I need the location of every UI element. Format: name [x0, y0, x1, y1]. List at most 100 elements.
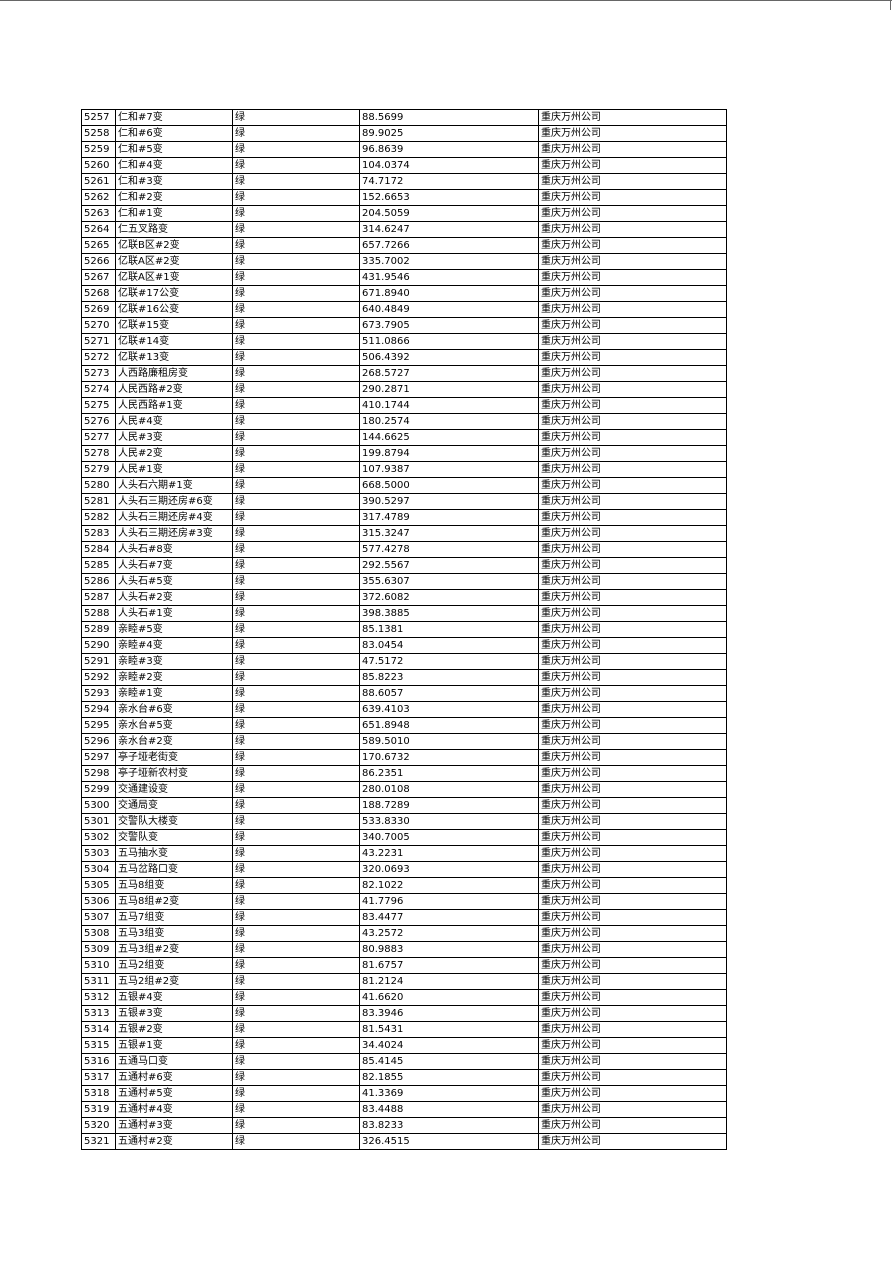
page-right-border — [890, 0, 891, 10]
cell-id: 5315 — [81, 1037, 116, 1054]
cell-name: 亭子垭新农村变 — [115, 765, 233, 782]
table-row: 5316 五通马口变绿 85.4145 重庆万州公司 — [81, 1053, 727, 1070]
cell-status: 绿 — [232, 205, 360, 222]
cell-value: 88.5699 — [359, 109, 539, 126]
cell-name: 人头石#7变 — [115, 557, 233, 574]
cell-name: 人民#4变 — [115, 413, 233, 430]
cell-id: 5291 — [81, 653, 116, 670]
cell-value: 82.1855 — [359, 1069, 539, 1086]
cell-name: 人西路廉租房变 — [115, 365, 233, 382]
cell-status: 绿 — [232, 269, 360, 286]
cell-company: 重庆万州公司 — [538, 301, 727, 318]
cell-name: 仁和#5变 — [115, 141, 233, 158]
table-row: 5305 五马8组变绿 82.1022 重庆万州公司 — [81, 877, 727, 894]
cell-id: 5272 — [81, 349, 116, 366]
cell-value: 41.3369 — [359, 1085, 539, 1102]
cell-status: 绿 — [232, 605, 360, 622]
cell-value: 639.4103 — [359, 701, 539, 718]
cell-id: 5261 — [81, 173, 116, 190]
cell-status: 绿 — [232, 829, 360, 846]
cell-company: 重庆万州公司 — [538, 749, 727, 766]
cell-id: 5306 — [81, 893, 116, 910]
cell-id: 5299 — [81, 781, 116, 798]
table-row: 5264 仁五叉路变绿 314.6247 重庆万州公司 — [81, 221, 727, 238]
page-top-border — [0, 0, 892, 1]
table-row: 5317 五通村#6变绿 82.1855 重庆万州公司 — [81, 1069, 727, 1086]
cell-name: 亲睦#4变 — [115, 637, 233, 654]
cell-status: 绿 — [232, 1037, 360, 1054]
cell-id: 5321 — [81, 1133, 116, 1150]
cell-status: 绿 — [232, 733, 360, 750]
cell-id: 5257 — [81, 109, 116, 126]
table-row: 5263 仁和#1变绿 204.5059 重庆万州公司 — [81, 205, 727, 222]
cell-company: 重庆万州公司 — [538, 525, 727, 542]
cell-name: 仁和#6变 — [115, 125, 233, 142]
cell-company: 重庆万州公司 — [538, 397, 727, 414]
table-row: 5275 人民西路#1变绿 410.1744 重庆万州公司 — [81, 397, 727, 414]
cell-value: 577.4278 — [359, 541, 539, 558]
cell-id: 5312 — [81, 989, 116, 1006]
cell-value: 88.6057 — [359, 685, 539, 702]
table-row: 5274 人民西路#2变绿 290.2871 重庆万州公司 — [81, 381, 727, 398]
cell-name: 亲水台#5变 — [115, 717, 233, 734]
cell-name: 交通建设变 — [115, 781, 233, 798]
cell-value: 320.0693 — [359, 861, 539, 878]
cell-status: 绿 — [232, 941, 360, 958]
table-row: 5298 亭子垭新农村变绿 86.2351 重庆万州公司 — [81, 765, 727, 782]
cell-value: 41.7796 — [359, 893, 539, 910]
cell-id: 5280 — [81, 477, 116, 494]
cell-company: 重庆万州公司 — [538, 733, 727, 750]
cell-value: 657.7266 — [359, 237, 539, 254]
cell-company: 重庆万州公司 — [538, 893, 727, 910]
table-row: 5276 人民#4变绿 180.2574 重庆万州公司 — [81, 413, 727, 430]
table-row: 5283 人头石三期还房#3变绿 315.3247 重庆万州公司 — [81, 525, 727, 542]
cell-id: 5297 — [81, 749, 116, 766]
table-row: 5271 亿联#14变绿 511.0866 重庆万州公司 — [81, 333, 727, 350]
cell-status: 绿 — [232, 429, 360, 446]
data-table: 5257 仁和#7变绿 88.5699 重庆万州公司 5258 仁和#6变绿 89.9025… — [81, 109, 727, 1150]
cell-company: 重庆万州公司 — [538, 349, 727, 366]
cell-id: 5302 — [81, 829, 116, 846]
cell-id: 5284 — [81, 541, 116, 558]
cell-value: 83.4477 — [359, 909, 539, 926]
cell-status: 绿 — [232, 493, 360, 510]
cell-company: 重庆万州公司 — [538, 557, 727, 574]
table-row: 5309 五马3组#2变绿 80.9883 重庆万州公司 — [81, 941, 727, 958]
cell-name: 人民#1变 — [115, 461, 233, 478]
cell-company: 重庆万州公司 — [538, 381, 727, 398]
table-row: 5318 五通村#5变绿 41.3369 重庆万州公司 — [81, 1085, 727, 1102]
cell-value: 410.1744 — [359, 397, 539, 414]
cell-status: 绿 — [232, 1069, 360, 1086]
table-row: 5297 亭子垭老街变绿 170.6732 重庆万州公司 — [81, 749, 727, 766]
cell-company: 重庆万州公司 — [538, 1021, 727, 1038]
cell-status: 绿 — [232, 701, 360, 718]
cell-status: 绿 — [232, 685, 360, 702]
cell-status: 绿 — [232, 349, 360, 366]
cell-company: 重庆万州公司 — [538, 1037, 727, 1054]
cell-name: 五马8组变 — [115, 877, 233, 894]
cell-name: 人民西路#2变 — [115, 381, 233, 398]
table-row: 5299 交通建设变绿 280.0108 重庆万州公司 — [81, 781, 727, 798]
cell-company: 重庆万州公司 — [538, 877, 727, 894]
cell-name: 五马抽水变 — [115, 845, 233, 862]
cell-company: 重庆万州公司 — [538, 909, 727, 926]
cell-value: 81.6757 — [359, 957, 539, 974]
cell-value: 43.2231 — [359, 845, 539, 862]
cell-status: 绿 — [232, 797, 360, 814]
cell-status: 绿 — [232, 1085, 360, 1102]
table-row: 5273 人西路廉租房变绿 268.5727 重庆万州公司 — [81, 365, 727, 382]
cell-id: 5292 — [81, 669, 116, 686]
cell-company: 重庆万州公司 — [538, 621, 727, 638]
cell-value: 81.2124 — [359, 973, 539, 990]
table-row: 5302 交警队变绿 340.7005 重庆万州公司 — [81, 829, 727, 846]
cell-id: 5265 — [81, 237, 116, 254]
cell-status: 绿 — [232, 301, 360, 318]
table-row: 5265 亿联B区#2变绿 657.7266 重庆万州公司 — [81, 237, 727, 254]
cell-name: 亭子垭老街变 — [115, 749, 233, 766]
table-row: 5296 亲水台#2变绿 589.5010 重庆万州公司 — [81, 733, 727, 750]
cell-id: 5314 — [81, 1021, 116, 1038]
cell-id: 5316 — [81, 1053, 116, 1070]
cell-company: 重庆万州公司 — [538, 653, 727, 670]
cell-value: 83.0454 — [359, 637, 539, 654]
cell-id: 5264 — [81, 221, 116, 238]
